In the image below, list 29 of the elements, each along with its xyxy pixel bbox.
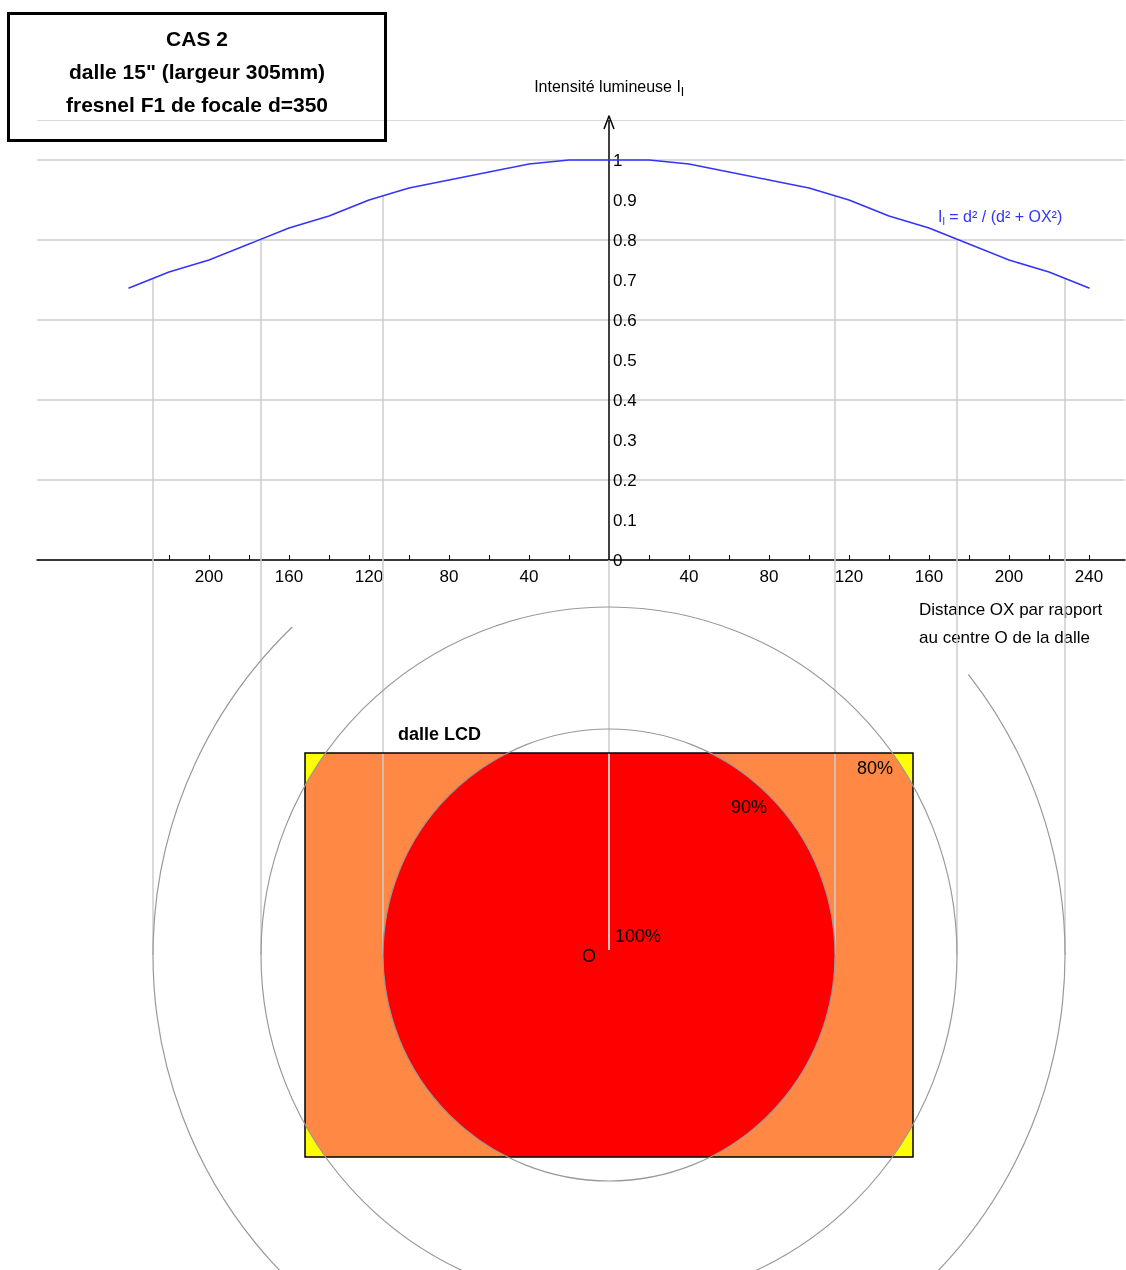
y-tick-label: 0.1 (613, 510, 637, 530)
x-tick-label: 200 (994, 567, 1024, 586)
chart-subtitle: dalle 15" (largeur 305mm) fresnel F1 de focale d=350 (64, 59, 329, 118)
text: 100% (615, 926, 662, 946)
x-tick-label: 120 (354, 567, 384, 586)
x-tick-label: 120 (834, 567, 864, 586)
y-tick-label: 0.9 (613, 190, 637, 210)
x-tick-label: 80 (759, 567, 779, 586)
text: O (582, 946, 597, 966)
x-tick-label: 80 (439, 567, 459, 586)
x-tick-label: 200 (194, 567, 224, 586)
x-tick-label: 40 (679, 567, 699, 586)
text: 90% (731, 797, 768, 817)
x-tick-label: 160 (274, 567, 304, 586)
y-tick-label: 0.7 (613, 270, 637, 290)
x-axis-title: Distance OX par rapport au centre O de la dalle (919, 599, 1104, 649)
chart-title: CAS 2 (165, 26, 229, 52)
y-tick-label: 0.5 (613, 350, 637, 370)
y-tick-label: 0.3 (613, 430, 637, 450)
y-tick-label: 0.2 (613, 470, 637, 490)
x-tick-label: 160 (914, 567, 944, 586)
y-tick-label: 0.6 (613, 310, 637, 330)
x-tick-label: 240 (1074, 567, 1104, 586)
y-axis-title: Intensité lumineuse I$_{l}$ (533, 78, 685, 100)
y-tick-label: 0.4 (613, 390, 637, 410)
y-tick-label: 0.8 (613, 230, 637, 250)
x-tick-label: 40 (519, 567, 539, 586)
text: dalle LCD (398, 724, 482, 744)
text: 80% (857, 758, 894, 778)
